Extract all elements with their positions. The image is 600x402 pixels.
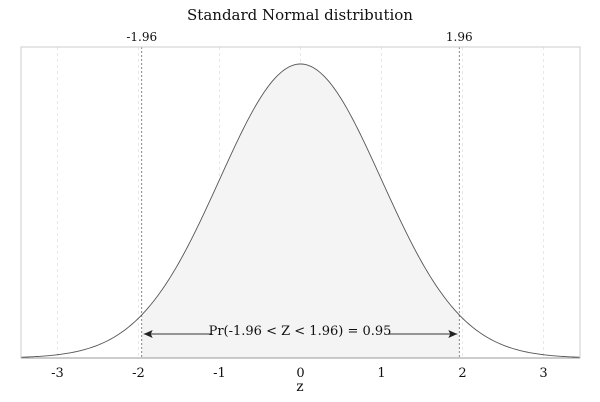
reference-line-label: -1.96 xyxy=(126,30,157,44)
annotation-label: Pr(-1.96 < Z < 1.96) = 0.95 xyxy=(209,324,392,339)
x-tick-label: 2 xyxy=(458,366,466,381)
chart-title: Standard Normal distribution xyxy=(187,6,413,24)
x-axis-ticks: -3 -2 -1 0 1 2 3 xyxy=(21,357,580,381)
reference-line-label: 1.96 xyxy=(446,30,473,44)
x-tick-label: 3 xyxy=(539,366,547,381)
shaded-area xyxy=(141,63,460,359)
x-tick-label: -3 xyxy=(51,366,64,381)
x-tick-label: -2 xyxy=(132,366,145,381)
arrow-head-left xyxy=(143,330,153,338)
x-tick-label: -1 xyxy=(213,366,226,381)
reference-lines: -1.96 1.96 xyxy=(126,30,473,358)
x-tick-label: 0 xyxy=(296,366,304,381)
annotation-arrow xyxy=(143,330,458,338)
arrow-head-right xyxy=(448,330,458,338)
x-tick-label: 1 xyxy=(377,366,385,381)
x-axis-label: z xyxy=(296,379,303,395)
density-curve xyxy=(20,63,581,358)
